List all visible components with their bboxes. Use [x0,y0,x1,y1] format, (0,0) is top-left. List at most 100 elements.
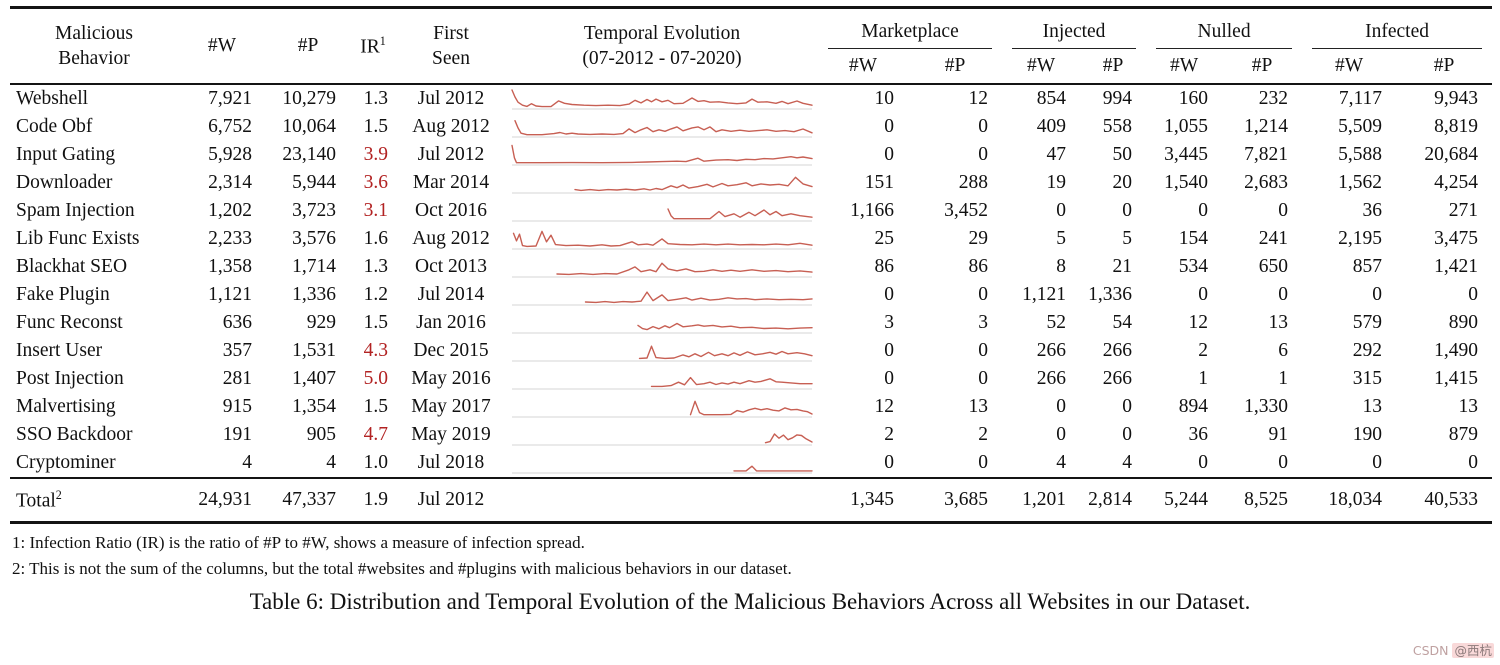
first-seen-date: Aug 2012 [412,116,490,137]
injected-websites: 47 [1046,144,1067,165]
infected-websites: 2,195 [1338,228,1383,249]
infected-websites: 190 [1352,424,1383,445]
marketplace-plugins: 0 [978,144,989,165]
sparkline-chart [512,465,813,474]
total-first-seen: Jul 2012 [396,477,506,524]
injected-plugins: 4 [1122,452,1133,473]
websites-count: 357 [222,340,252,361]
first-seen-date: Mar 2014 [412,172,490,193]
injected-websites: 266 [1036,340,1067,361]
marketplace-plugins: 0 [978,284,989,305]
nulled-plugins: 0 [1278,200,1289,221]
infected-websites: 857 [1352,256,1383,277]
col-header-temporal-evolution: Temporal Evolution (07-2012 - 07-2020) [582,22,742,69]
subcol-header-infected-p: #P [1433,55,1455,76]
subcol-header-nulled-w: #W [1169,55,1199,76]
nulled-plugins: 13 [1268,312,1289,333]
table-caption: Table 6: Distribution and Temporal Evolu… [249,589,1251,614]
subcol-header-injected-w: #W [1026,55,1056,76]
marketplace-plugins: 3 [978,312,989,333]
injected-websites: 52 [1046,312,1067,333]
nulled-websites: 894 [1178,396,1209,417]
marketplace-plugins: 0 [978,368,989,389]
injected-plugins: 21 [1112,256,1133,277]
sparkline-chart [512,290,813,306]
marketplace-plugins: 0 [978,340,989,361]
total-infected-w: 18,034 [1302,477,1397,524]
plugins-count: 929 [306,312,336,333]
first-seen-date: Dec 2015 [413,340,489,361]
table-footnotes: 1: Infection Ratio (IR) is the ratio of … [12,530,1500,581]
table-row: Malvertising 915 1,354 1.5 May 2017 12 1… [10,393,1492,421]
infected-plugins: 20,684 [1424,144,1479,165]
first-seen-date: May 2016 [411,368,491,389]
marketplace-plugins: 86 [968,256,989,277]
nulled-plugins: 0 [1278,452,1289,473]
table-row: Post Injection 281 1,407 5.0 May 2016 0 … [10,365,1492,393]
table-row: Downloader 2,314 5,944 3.6 Mar 2014 151 … [10,169,1492,197]
marketplace-plugins: 0 [978,116,989,137]
marketplace-websites: 25 [874,228,895,249]
injected-websites: 1,121 [1022,284,1067,305]
injected-websites: 5 [1056,228,1067,249]
behavior-label: SSO Backdoor [16,424,133,445]
table-total: Total2 24,931 47,337 1.9 Jul 2012 1,345 … [10,477,1493,524]
marketplace-plugins: 3,452 [944,200,989,221]
nulled-websites: 2 [1198,340,1209,361]
first-seen-date: May 2017 [411,396,491,417]
marketplace-plugins: 13 [968,396,989,417]
behavior-label: Input Gating [16,144,116,165]
infected-plugins: 8,819 [1434,116,1479,137]
nulled-plugins: 91 [1268,424,1289,445]
infected-websites: 0 [1372,284,1383,305]
table-row: Lib Func Exists 2,233 3,576 1.6 Aug 2012… [10,225,1492,253]
total-websites: 24,931 [178,477,266,524]
infected-websites: 5,588 [1338,144,1383,165]
first-seen-date: Jan 2016 [416,312,486,333]
infected-plugins: 0 [1468,284,1479,305]
infection-ratio: 1.5 [363,312,388,333]
temporal-evolution-cell [506,197,818,225]
injected-plugins: 0 [1122,200,1133,221]
marketplace-plugins: 12 [968,88,989,109]
total-infected-p: 40,533 [1396,477,1493,524]
behavior-label: Downloader [16,172,113,193]
injected-websites: 0 [1056,200,1067,221]
total-row: Total2 24,931 47,337 1.9 Jul 2012 1,345 … [10,477,1493,524]
behavior-label: Lib Func Exists [16,228,140,249]
injected-websites: 4 [1056,452,1067,473]
temporal-evolution-cell [506,365,818,393]
first-seen-date: Aug 2012 [412,228,490,249]
websites-count: 281 [222,368,252,389]
sparkline-chart [512,230,813,250]
infected-websites: 0 [1372,452,1383,473]
injected-plugins: 50 [1112,144,1133,165]
websites-count: 4 [242,452,252,473]
plugins-count: 5,944 [292,172,336,193]
websites-count: 915 [222,396,252,417]
behavior-label: Code Obf [16,116,93,137]
table-row: Spam Injection 1,202 3,723 3.1 Oct 2016 … [10,197,1492,225]
nulled-plugins: 241 [1258,228,1289,249]
sparkline-chart [511,144,813,166]
marketplace-websites: 0 [884,116,894,137]
injected-websites: 8 [1056,256,1067,277]
sparkline-chart [512,176,813,194]
nulled-websites: 160 [1178,88,1209,109]
infection-ratio: 3.1 [363,200,388,221]
marketplace-websites: 2 [884,424,894,445]
websites-count: 5,928 [208,144,252,165]
subcol-header-nulled-p: #P [1251,55,1273,76]
plugins-count: 1,336 [292,284,336,305]
total-marketplace-p: 3,685 [908,477,1003,524]
injected-websites: 0 [1056,424,1067,445]
nulled-websites: 1,055 [1164,116,1209,137]
temporal-evolution-cell [506,309,818,337]
infected-plugins: 890 [1448,312,1479,333]
first-seen-date: Jul 2012 [417,88,485,109]
injected-websites: 266 [1036,368,1067,389]
injected-plugins: 0 [1122,396,1133,417]
sparkline-chart [512,119,813,138]
injected-plugins: 0 [1122,424,1133,445]
